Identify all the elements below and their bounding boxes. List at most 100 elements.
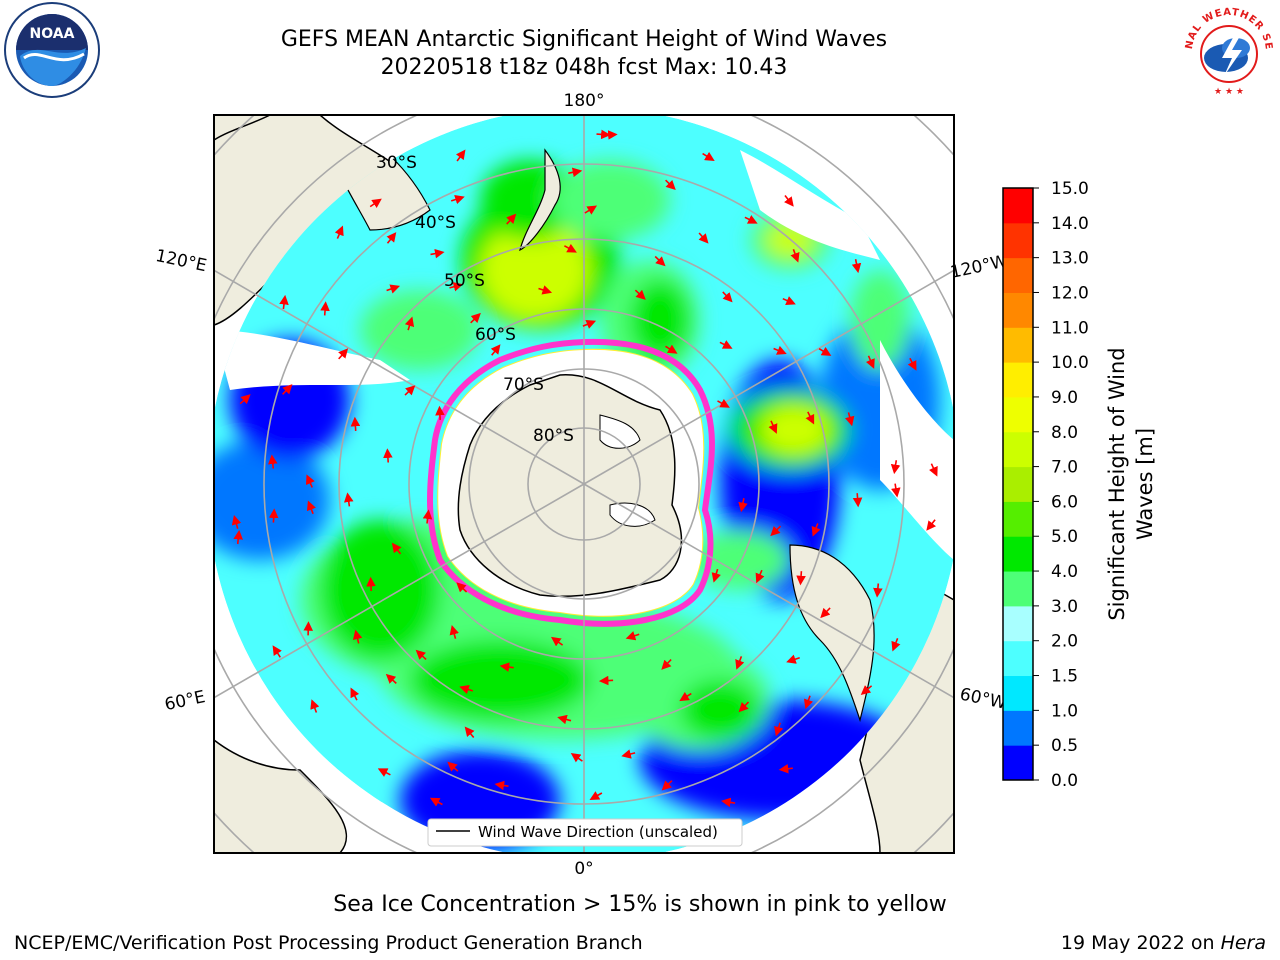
wind-arrow bbox=[721, 797, 736, 808]
wind-arrow bbox=[268, 508, 279, 523]
wind-arrow bbox=[470, 312, 481, 324]
wind-arrow bbox=[386, 284, 401, 294]
wind-arrow bbox=[773, 345, 787, 355]
wind-arrow bbox=[391, 542, 402, 555]
wind-arrow bbox=[698, 232, 709, 244]
wind-arrow bbox=[634, 289, 646, 300]
wind-arrow bbox=[233, 529, 243, 545]
wind-arrow bbox=[589, 791, 603, 800]
wind-arrow bbox=[820, 607, 831, 619]
wind-arrow bbox=[805, 411, 815, 425]
wind-arrow bbox=[455, 149, 466, 162]
wind-arrow bbox=[621, 749, 636, 759]
wind-arrow bbox=[350, 687, 360, 701]
wind-arrow bbox=[306, 500, 316, 515]
wind-arrow bbox=[784, 195, 794, 207]
wind-arrow bbox=[796, 571, 806, 586]
colorbar-tick-label: 12.0 bbox=[1051, 283, 1089, 303]
wind-arrow bbox=[456, 582, 468, 593]
wind-arrow bbox=[665, 344, 678, 354]
date-text: 19 May 2022 on Hera bbox=[1061, 932, 1266, 954]
wind-arrow bbox=[598, 675, 614, 686]
wind-arrow bbox=[928, 463, 938, 477]
wind-arrow bbox=[305, 474, 315, 488]
colorbar-tick-label: 2.0 bbox=[1051, 632, 1078, 652]
colorbar-segment bbox=[1003, 292, 1033, 328]
wind-arrow bbox=[404, 385, 416, 396]
wind-arrow bbox=[268, 454, 278, 469]
colorbar-tick-label: 6.0 bbox=[1051, 492, 1078, 512]
wind-arrow bbox=[282, 384, 293, 395]
wind-arrow bbox=[786, 654, 800, 664]
colorbar-tick-label: 1.5 bbox=[1051, 667, 1078, 687]
wind-arrow bbox=[735, 656, 745, 670]
wind-arrow bbox=[661, 780, 673, 791]
wind-arrow bbox=[550, 636, 564, 647]
colorbar: 0.0 0.5 1.0 1.5 2.0 3.0 4.0 5.0 6.0 7.0 8.0 9.0 10.0… bbox=[1002, 179, 1157, 791]
wind-arrow bbox=[845, 412, 855, 427]
wind-arrow bbox=[811, 523, 821, 537]
wind-arrow bbox=[279, 294, 289, 310]
wind-arrow bbox=[891, 483, 901, 498]
wind-arrow bbox=[865, 355, 875, 369]
nws-logo: NATIONAL WEATHER SERVICE ★ ★ ★ bbox=[1178, 0, 1275, 98]
wind-arrow bbox=[557, 714, 572, 725]
svg-text:★ ★ ★: ★ ★ ★ bbox=[1214, 87, 1244, 97]
legend-label: Wind Wave Direction (unscaled) bbox=[478, 823, 718, 841]
wind-arrow bbox=[415, 649, 427, 660]
land-in-disk-sa bbox=[789, 544, 875, 723]
colorbar-tick-label: 5.0 bbox=[1051, 527, 1078, 547]
wind-arrow bbox=[852, 493, 863, 508]
wind-arrow bbox=[738, 498, 748, 513]
lat-label-50s: 50°S bbox=[444, 271, 485, 291]
lon-label-60e: 60°E bbox=[163, 687, 207, 715]
wind-arrow bbox=[719, 340, 733, 349]
wind-arrow bbox=[449, 625, 459, 639]
colorbar-segment bbox=[1003, 222, 1033, 259]
colorbar-tick-label: 4.0 bbox=[1051, 562, 1078, 582]
wind-arrow bbox=[790, 249, 800, 263]
wind-arrow bbox=[625, 631, 640, 641]
wind-arrow bbox=[435, 405, 445, 420]
wind-arrow bbox=[679, 691, 692, 702]
date-label: 19 May 2022 on bbox=[1060, 932, 1215, 954]
colorbar-tick-label: 15.0 bbox=[1051, 179, 1089, 199]
colorbar-segment bbox=[1003, 257, 1033, 293]
wind-arrow bbox=[334, 225, 344, 239]
wind-arrow bbox=[369, 198, 382, 208]
colorbar-tick-label: 0.0 bbox=[1051, 771, 1078, 791]
white-no-wave-zone bbox=[214, 330, 410, 390]
wind-arrow bbox=[584, 205, 598, 215]
wind-arrow bbox=[738, 701, 750, 713]
wind-arrow bbox=[564, 243, 577, 253]
wind-arrow bbox=[499, 662, 514, 672]
host-name: Hera bbox=[1220, 932, 1266, 954]
wind-arrow bbox=[320, 301, 330, 316]
wind-arrow bbox=[386, 232, 397, 244]
wind-arrow bbox=[404, 316, 415, 331]
wind-arrow bbox=[490, 344, 501, 356]
wind-arrow bbox=[338, 348, 349, 360]
colorbar-segment bbox=[1003, 675, 1033, 711]
lon-label-60w: 60°W bbox=[958, 684, 1008, 713]
colorbar-ticks: 0.0 0.5 1.0 1.5 2.0 3.0 4.0 5.0 6.0 7.0 8.0 9.0 10.0… bbox=[1033, 179, 1089, 791]
colorbar-tick-label: 9.0 bbox=[1051, 388, 1078, 408]
wind-arrow bbox=[430, 248, 445, 259]
wind-arrow bbox=[494, 780, 509, 791]
colorbar-segment bbox=[1003, 188, 1033, 224]
wind-arrow bbox=[568, 167, 583, 178]
chart-title: GEFS MEAN Antarctic Significant Height o… bbox=[280, 27, 888, 52]
wind-arrow bbox=[385, 673, 397, 684]
wind-arrow bbox=[873, 583, 883, 598]
wind-wave-arrows bbox=[231, 129, 938, 838]
wind-arrow bbox=[231, 515, 242, 529]
wind-arrow bbox=[447, 761, 459, 772]
colorbar-segments bbox=[1003, 188, 1033, 781]
noaa-logo-text: NOAA bbox=[30, 26, 75, 42]
colorbar-segment bbox=[1003, 640, 1033, 677]
colorbar-segment bbox=[1003, 605, 1033, 642]
colorbar-title-line2: Waves [m] bbox=[1133, 428, 1157, 540]
lat-label-80s: 80°S bbox=[533, 426, 574, 446]
wind-arrow bbox=[711, 568, 721, 583]
